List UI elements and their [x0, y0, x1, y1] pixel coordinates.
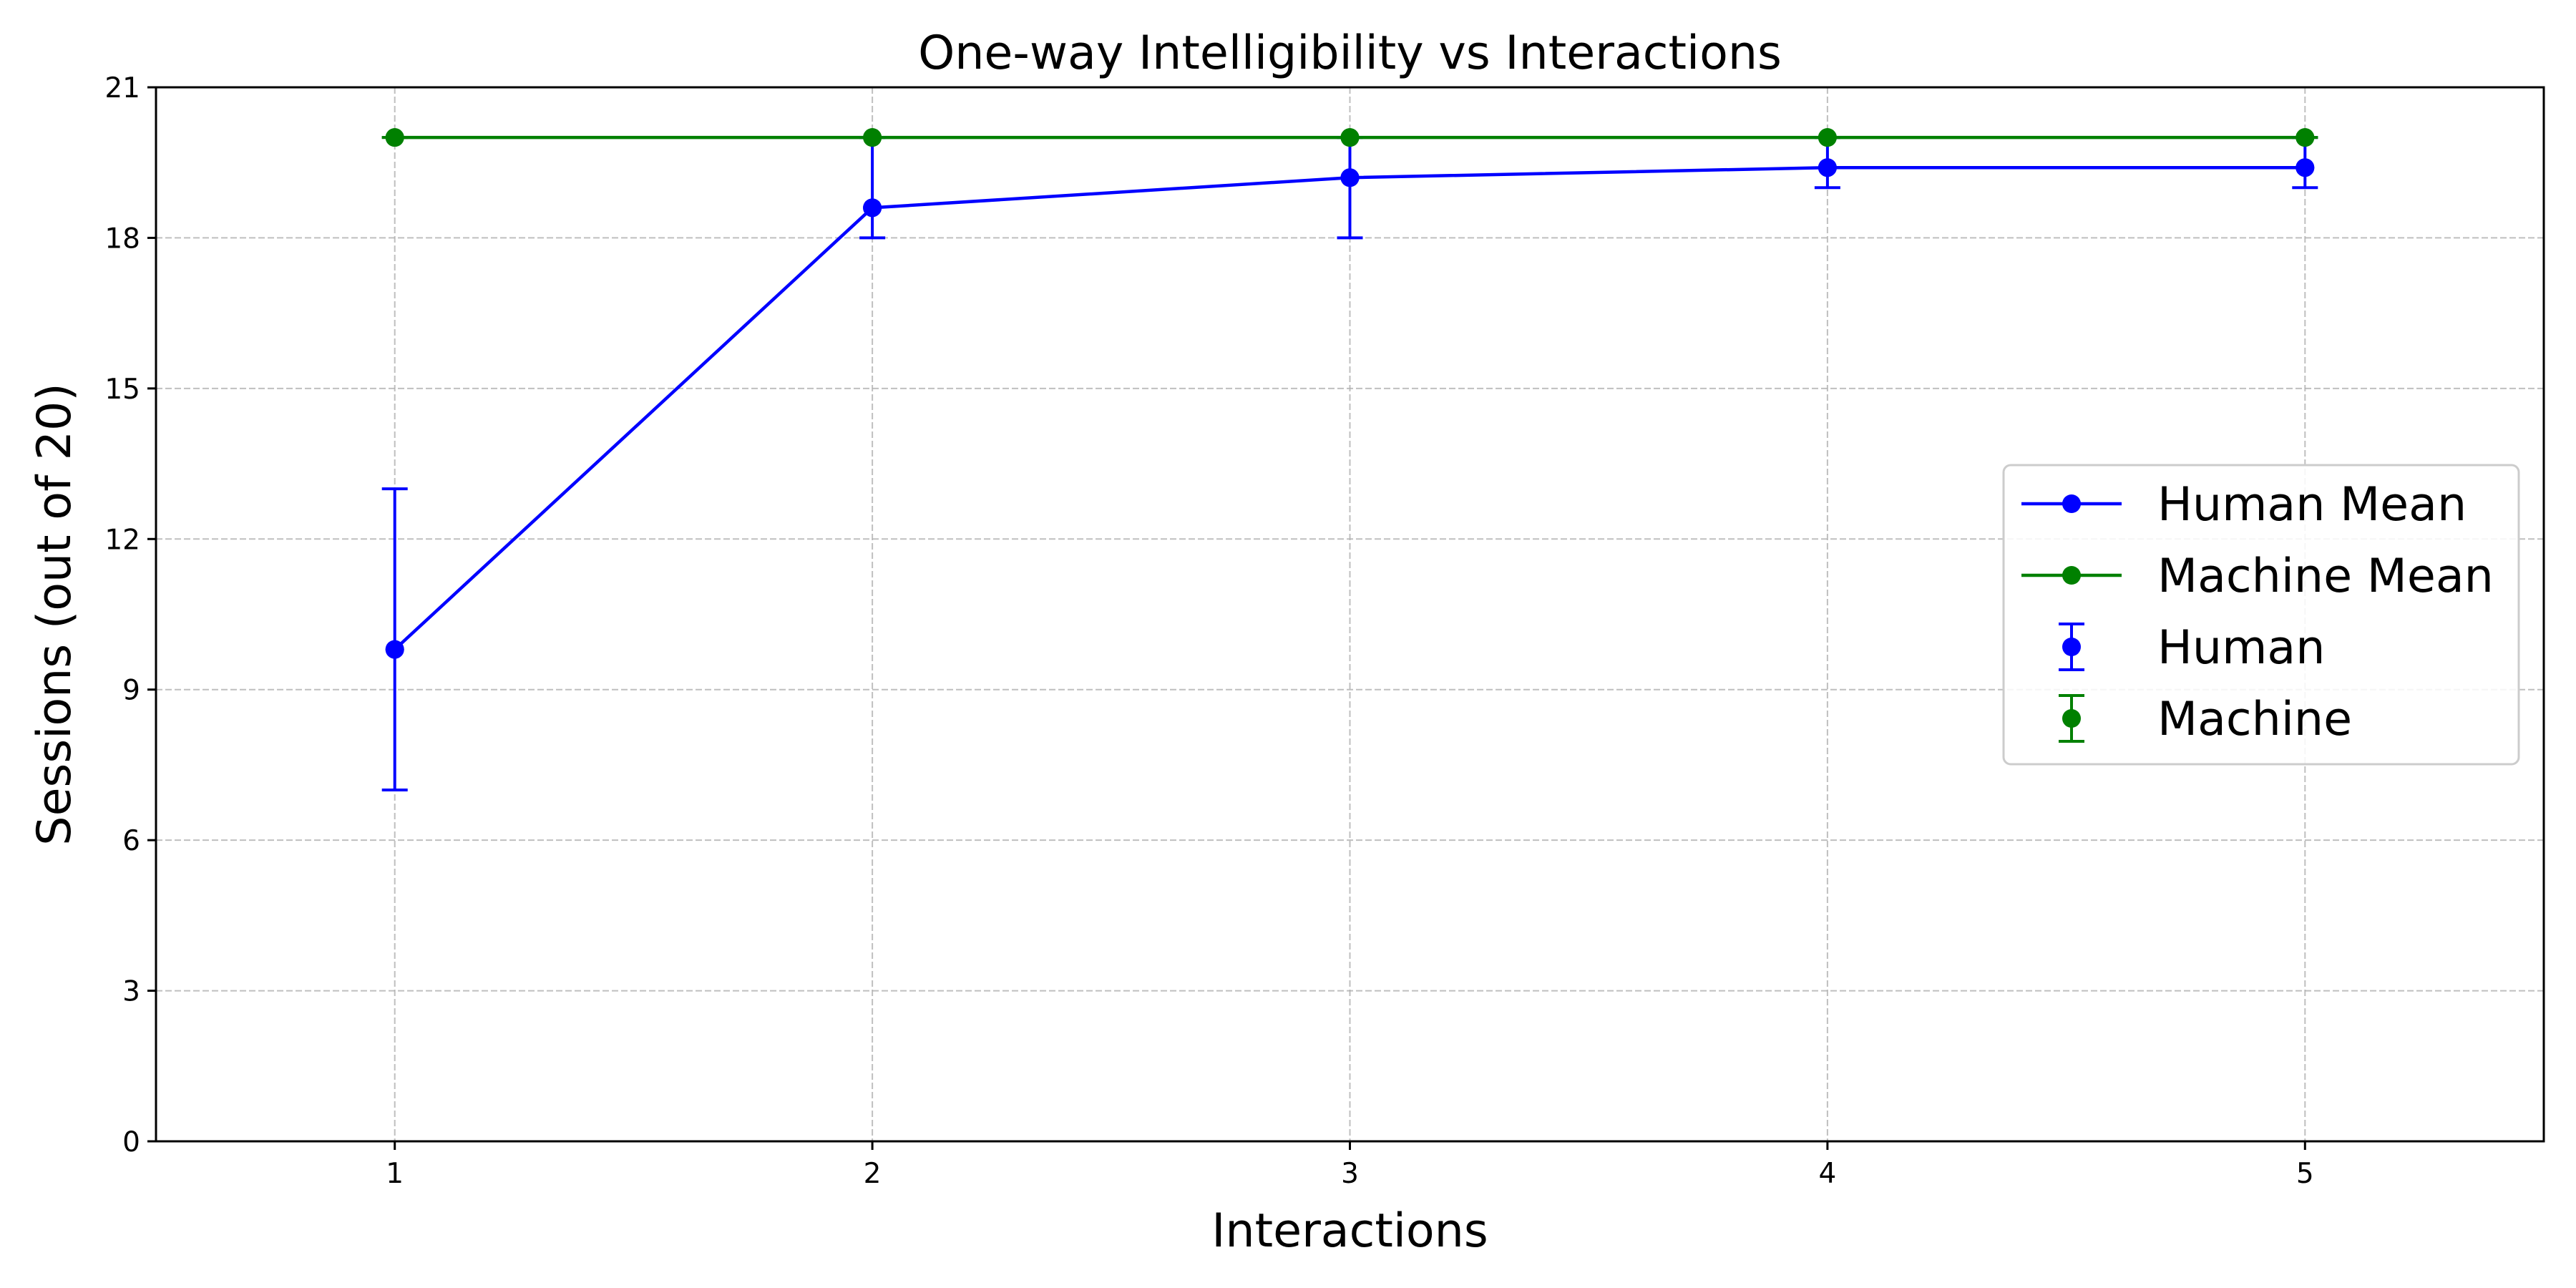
y-tick-label: 18: [104, 223, 140, 255]
legend-label: Human: [2157, 621, 2325, 675]
error-point: [385, 640, 404, 659]
error-point: [863, 128, 882, 147]
legend: Human Mean Machine Mean Human Machine: [2002, 464, 2520, 766]
legend-marker: [2062, 494, 2081, 513]
legend-marker: [2062, 709, 2081, 728]
error-point: [863, 198, 882, 218]
x-tick-label: 3: [1341, 1158, 1359, 1190]
error-point: [385, 128, 404, 147]
legend-label: Machine: [2157, 693, 2352, 746]
x-tick-label: 5: [2296, 1158, 2314, 1190]
legend-marker: [2062, 638, 2081, 656]
y-tick-label: 6: [122, 825, 140, 857]
data-layer: [381, 128, 2318, 791]
y-tick-label: 12: [104, 524, 140, 556]
y-tick-label: 0: [122, 1126, 140, 1158]
y-tick-label: 9: [122, 675, 140, 707]
y-tick-label: 15: [104, 374, 140, 406]
x-axis-label: Interactions: [1211, 1204, 1488, 1258]
y-axis-label: Sessions (out of 20): [28, 383, 82, 845]
error-point: [2296, 158, 2315, 177]
error-point: [2296, 128, 2315, 147]
y-tick-label: 3: [122, 976, 140, 1008]
error-point: [1818, 128, 1837, 147]
legend-label: Machine Mean: [2157, 550, 2494, 603]
legend-label: Human Mean: [2157, 478, 2467, 532]
error-point: [1340, 168, 1360, 187]
error-point: [1818, 158, 1837, 177]
error-point: [1340, 128, 1360, 147]
legend-marker: [2062, 566, 2081, 585]
x-tick-label: 4: [1818, 1158, 1836, 1190]
y-tick-label: 21: [104, 72, 140, 104]
chart-title: One-way Intelligibility vs Interactions: [918, 26, 1782, 80]
legend-box: [2002, 464, 2520, 766]
x-tick-label: 1: [386, 1158, 404, 1190]
x-tick-label: 2: [864, 1158, 882, 1190]
